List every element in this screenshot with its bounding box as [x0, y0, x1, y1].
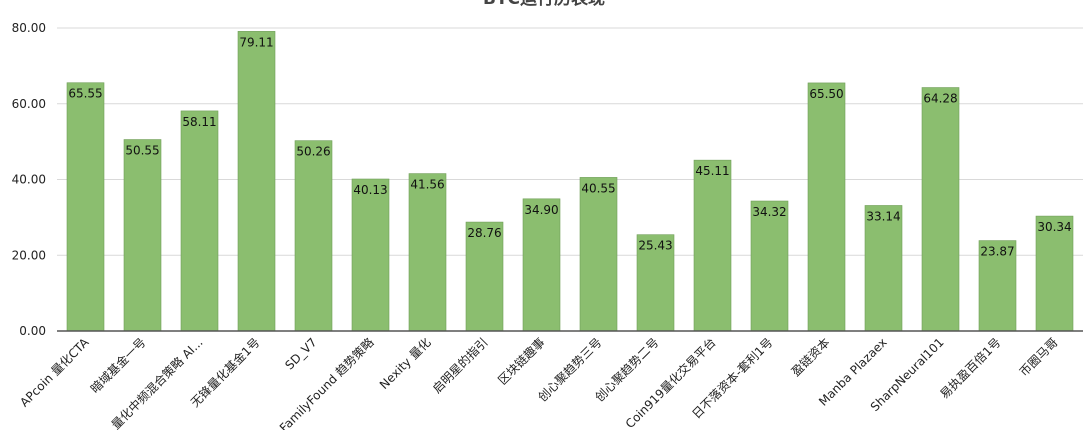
chart-title: BTC运行历表现: [483, 0, 605, 9]
data-label: 65.50: [809, 87, 843, 101]
bar: [1035, 215, 1074, 332]
data-label: 64.28: [923, 92, 957, 106]
x-category-label: 盈链资本: [788, 335, 833, 380]
bar: [864, 205, 903, 332]
data-label: 65.55: [68, 87, 102, 101]
data-label: 40.13: [353, 183, 387, 197]
data-label: 41.56: [410, 178, 444, 192]
data-label: 33.14: [866, 209, 900, 223]
bar: [465, 221, 504, 332]
bar: [750, 200, 789, 332]
bar: [693, 159, 732, 332]
y-tick-label: 40.00: [12, 173, 46, 187]
x-category-label: 币圈马哥: [1017, 335, 1061, 379]
bar: [522, 198, 561, 332]
bar: [408, 173, 447, 332]
bar: [123, 139, 162, 332]
data-label: 25.43: [638, 239, 672, 253]
x-category-label: 启明星的指引: [429, 335, 491, 397]
data-label: 79.11: [239, 35, 273, 49]
x-category-label: Nexity 量化: [377, 335, 434, 392]
x-category-label: 区块链趣事: [495, 335, 548, 388]
data-label: 28.76: [467, 226, 501, 240]
y-tick-label: 20.00: [12, 248, 46, 262]
data-label: 30.34: [1037, 220, 1071, 234]
bar: [237, 31, 276, 332]
gridlines: [57, 27, 1083, 256]
bar: [921, 87, 960, 332]
bars: [66, 31, 1074, 332]
y-tick-label: 60.00: [12, 97, 46, 111]
y-tick-label: 80.00: [12, 21, 46, 35]
data-label: 40.55: [581, 181, 615, 195]
y-axis-ticks: 0.00 20.00 40.00 60.00 80.00: [12, 21, 46, 338]
data-label: 34.90: [524, 203, 558, 217]
x-category-label: APcoin 量化CTA: [17, 335, 92, 410]
bar: [579, 177, 618, 332]
bar: [66, 82, 105, 332]
x-category-label: 暗域基金一号: [87, 335, 149, 397]
bar: [180, 110, 219, 332]
x-category-label: 量化中频混合策略 AI...: [108, 335, 206, 430]
data-label: 23.87: [980, 245, 1014, 259]
data-labels: 65.55 50.55 58.11 79.11 50.26 40.13 41.56 28.76…: [68, 35, 1071, 258]
bar: [294, 140, 333, 332]
data-label: 50.26: [296, 145, 330, 159]
data-label: 34.32: [752, 205, 786, 219]
x-category-label: FamilyFound 趋势策略: [276, 335, 376, 430]
x-category-label: SD_V7: [282, 335, 319, 372]
y-tick-label: 0.00: [19, 324, 46, 338]
data-label: 50.55: [125, 144, 159, 158]
bar: [978, 240, 1017, 332]
data-label: 58.11: [182, 115, 216, 129]
x-category-label: 易执盈百倍1号: [937, 335, 1004, 402]
bar: [807, 82, 846, 332]
bar: [351, 178, 390, 332]
data-label: 45.11: [695, 164, 729, 178]
